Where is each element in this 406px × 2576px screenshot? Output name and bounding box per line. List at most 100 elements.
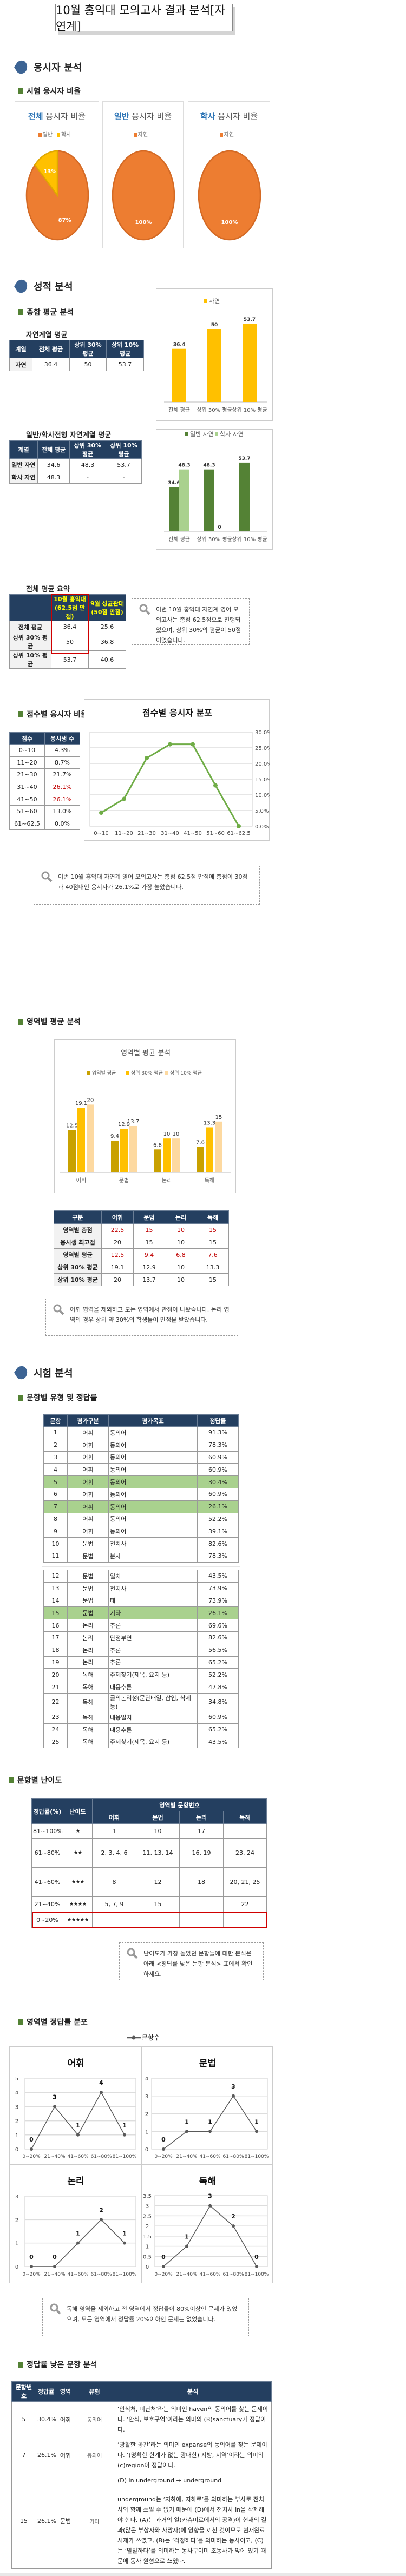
table-row: 41~60% ★★★ 8 12 18 20, 21, 25 — [31, 1867, 267, 1897]
table-row: 15 문법 기타 26.1% — [43, 1606, 239, 1620]
item-number: 20 — [43, 1668, 68, 1682]
item-area: 문법 — [67, 1582, 109, 1595]
pie-slice-자연 — [112, 150, 175, 241]
table-row: 61~62.5 0.0% — [9, 817, 80, 831]
natural-average-chart: 자연 전체 평균 36.4 상위 30% 평균 50 상위 10% 평균 53.7 — [156, 288, 273, 421]
table-row: 61~80% ★★ 2, 3, 4, 6 11, 13, 14 16, 19 23, 24 — [31, 1838, 267, 1868]
data-label: 48.3 — [203, 463, 215, 469]
pie-slice-label: 13% — [43, 169, 56, 175]
data-label: 7.6 — [196, 1139, 205, 1145]
column-header: 9월 성균관대 (50점 만점) — [88, 594, 126, 621]
data-label: 1 — [254, 2118, 259, 2125]
series-line — [101, 743, 240, 827]
y-tick-label: 2.5 — [143, 2213, 152, 2219]
x-tick-label: 0~20% — [22, 2272, 41, 2277]
column-header: 평가구분 — [67, 1414, 109, 1427]
column-header: 난이도 — [63, 1798, 93, 1824]
pie-legend: 자연 — [103, 130, 183, 138]
table-row: 5 어휘 동의어 30.4% — [43, 1475, 239, 1488]
bar-학사 자연-전체 평균 — [179, 469, 189, 531]
y-tick-label: 0 — [146, 2264, 149, 2270]
subheading-text: 점수별 응시자 비율 — [27, 710, 88, 719]
table-cell: 22.5 — [101, 1223, 134, 1236]
chart-title: 점수별 응시자 분포 — [142, 708, 212, 718]
table-cell: 15 — [197, 1273, 229, 1286]
table-row: 0~10 4.3% — [9, 744, 80, 757]
column-header: 구분 — [54, 1210, 102, 1224]
table-cell: 20 — [101, 1273, 134, 1286]
section-title: 성적 분석 — [34, 281, 73, 293]
table-cell: 9.4 — [133, 1248, 165, 1261]
data-label: 15 — [215, 1115, 222, 1121]
item-area: 어휘 — [67, 1451, 109, 1464]
column-header: 정답률 — [197, 1414, 239, 1427]
table-cell: 15 — [133, 1223, 165, 1236]
table-cell: 10 — [165, 1236, 197, 1249]
table-row: 12 문법 일치 43.5% — [43, 1570, 239, 1583]
table-row: 41~50 26.1% — [9, 793, 80, 806]
rate-range: 81~100% — [31, 1823, 63, 1839]
y-tick-label: 4 — [15, 2090, 18, 2096]
column-header: 평가목표 — [108, 1414, 198, 1427]
rate-range: 41~60% — [31, 1867, 63, 1897]
row-label: 61~62.5 — [9, 817, 45, 831]
data-label: 0 — [29, 2136, 34, 2143]
item-numbers — [179, 1912, 224, 1928]
item-area: 문법 — [67, 1594, 109, 1607]
data-label: 0 — [29, 2254, 34, 2261]
column-header: 어휘 — [101, 1210, 134, 1224]
y-tick-label: 2 — [15, 2119, 18, 2125]
y-tick-label: 0 — [145, 2147, 148, 2153]
item-area: 어휘 — [56, 2401, 75, 2437]
data-point-21~40% — [185, 2130, 188, 2133]
chart-title: 영역별 평균 분석 — [121, 1049, 171, 1057]
section-title: 시험 분석 — [34, 1368, 73, 1379]
item-type: 동의어 — [75, 2437, 114, 2473]
item-area: 어휘 — [67, 1438, 109, 1452]
track-average-chart: 일반 자연 학사 자연 전체 평균 34.6 48.3 상위 30% 평균 48.3 0 상위 … — [156, 429, 273, 550]
row-label: 영역별 평균 — [54, 1248, 102, 1261]
item-area: 논리 — [67, 1656, 109, 1669]
row-label: 상위 10% 평균 — [54, 1273, 102, 1286]
table-cell: 10 — [165, 1223, 197, 1236]
data-point-0~20% — [30, 2147, 33, 2151]
subheading-area-avg: 영역별 평균 분석 — [18, 1016, 81, 1027]
bar-일반 자연-상위 30% 평균 — [204, 469, 214, 531]
x-tick-label: 41~50 — [184, 831, 202, 836]
table-cell: 26.1% — [44, 793, 80, 806]
pie-legend: 자연 — [188, 130, 270, 138]
x-tick-label: 상위 10% 평균 — [232, 536, 267, 543]
data-label: 2 — [99, 2206, 103, 2213]
x-tick-label: 41~60% — [68, 2272, 89, 2277]
item-objective: 단정부연 — [108, 1631, 198, 1644]
column-header: 문항번호 — [11, 2381, 36, 2402]
table-cell: 53.7 — [106, 358, 144, 371]
table-row: 2 어휘 동의어 78.3% — [43, 1438, 239, 1452]
x-tick-label: 독해 — [205, 1177, 214, 1184]
item-rate: 65.2% — [197, 1656, 239, 1669]
bar-상위 30% 평균-논리 — [163, 1138, 171, 1172]
subheading-text: 문항별 유형 및 정답률 — [27, 1394, 97, 1402]
item-number: 4 — [43, 1463, 68, 1477]
pie-chart: 87% 13% — [25, 150, 89, 241]
table-caption: 일반/학사전형 자연계열 평균 — [26, 431, 112, 439]
item-numbers: 17 — [179, 1823, 224, 1839]
difficulty-stars-icon: ★★★ — [63, 1867, 93, 1897]
bar-영역별 평균-문법 — [111, 1140, 119, 1172]
data-point-21~30 — [145, 756, 149, 761]
pie-card-general: 일반 응시자 비율 자연 100% — [102, 101, 184, 248]
legend-swatch-icon — [126, 1071, 129, 1075]
legend-label: 일반 — [42, 132, 53, 138]
data-label: 1 — [76, 2122, 80, 2129]
data-label: 13.3 — [204, 1120, 215, 1126]
table-row: 20 독해 주제찾기(제목, 요지 등) 52.2% — [43, 1668, 239, 1682]
legend-label: 상위 30% 평균 — [131, 1070, 163, 1076]
table-row: 10 문법 전치사 82.6% — [43, 1537, 239, 1550]
rate-range: 21~40% — [31, 1896, 63, 1912]
x-tick-label: 81~100% — [245, 2272, 269, 2277]
item-rate: 26.1% — [36, 2473, 56, 2569]
table-row: 영역별 총점 22.5 15 10 15 — [54, 1223, 229, 1236]
item-number: 19 — [43, 1656, 68, 1669]
subheading-ratio: 시험 응시자 비율 — [18, 85, 81, 96]
y-tick-label: 3 — [15, 2194, 18, 2200]
